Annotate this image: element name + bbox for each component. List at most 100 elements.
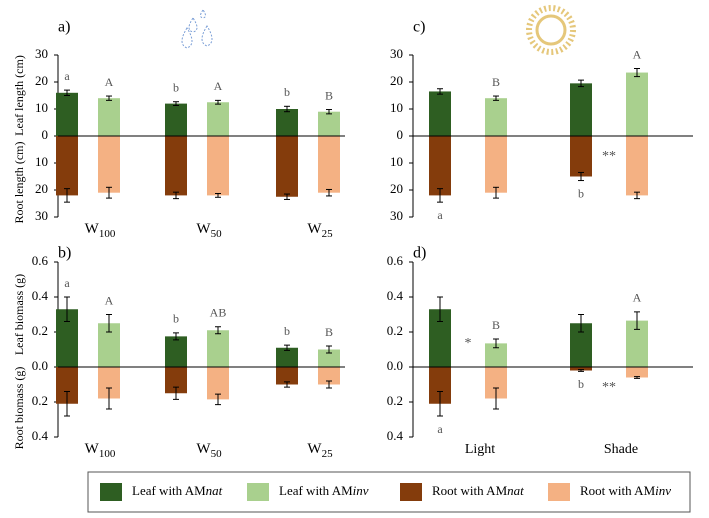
x-tick-label-sub: 25 [322, 448, 334, 460]
y-tick-label: 0 [397, 127, 404, 142]
x-tick-label-sub: 50 [211, 448, 223, 460]
panel-label: a) [58, 19, 70, 36]
y-tick-label: 10 [35, 100, 48, 115]
significance-letter: A [105, 75, 114, 89]
y-tick-label: 20 [390, 181, 403, 196]
significance-letter: B [325, 88, 333, 102]
bar [570, 136, 592, 177]
legend-swatch [100, 483, 122, 501]
significance-star: ** [602, 380, 616, 395]
x-tick-label-sub: 25 [322, 228, 334, 240]
bar [207, 367, 229, 400]
legend-label-text: Root with AM [432, 483, 508, 498]
bar [570, 83, 592, 136]
y-tick-label: 0.4 [387, 288, 404, 303]
y-tick-label: 20 [35, 73, 48, 88]
bar [165, 367, 187, 394]
legend-box [87, 471, 691, 513]
bar [207, 330, 229, 367]
significance-letter: b [173, 312, 179, 326]
bar [165, 136, 187, 196]
bar [485, 367, 507, 399]
x-tick-label-base: W [307, 441, 322, 457]
bar [56, 367, 78, 404]
bar [485, 343, 507, 367]
x-tick-label: Light [465, 442, 495, 457]
bar [485, 136, 507, 193]
y-axis-label: Root length (cm) [12, 142, 26, 224]
bar [207, 102, 229, 136]
significance-letter: A [214, 79, 223, 93]
x-tick-label: W25 [307, 441, 333, 459]
significance-letter: B [492, 318, 500, 332]
bar [276, 367, 298, 385]
legend-label-italic: nat [507, 483, 524, 498]
y-tick-label: 20 [35, 181, 48, 196]
significance-letter: a [64, 69, 70, 83]
significance-letter: A [633, 291, 642, 305]
y-tick-label: 30 [35, 208, 48, 223]
x-tick-label: W50 [196, 221, 222, 239]
legend-label: Leaf with AMnat [132, 483, 223, 498]
y-axis-label: Leaf biomass (g) [12, 274, 26, 355]
y-tick-label: 0.6 [387, 253, 404, 268]
bar [570, 367, 592, 371]
bar [485, 98, 507, 136]
significance-letter: b [284, 324, 290, 338]
significance-letter: a [64, 276, 70, 290]
significance-letter: A [105, 293, 114, 307]
legend-label-text: Leaf with AM [279, 483, 353, 498]
bar [318, 367, 340, 385]
legend-label-text: Leaf with AM [132, 483, 206, 498]
bar [626, 320, 648, 367]
legend-swatch [400, 483, 422, 501]
sun-icon [526, 5, 576, 55]
x-tick-label: W100 [85, 441, 116, 459]
significance-letter: AB [210, 306, 227, 320]
x-tick-label-sub: 50 [211, 228, 223, 240]
y-tick-label: 0.2 [387, 393, 403, 408]
legend-label-italic: inv [655, 483, 671, 498]
legend-label: Leaf with AMinv [279, 483, 369, 498]
bar [56, 136, 78, 196]
significance-letter: a [437, 208, 443, 222]
y-tick-label: 30 [390, 46, 403, 61]
y-tick-label: 10 [390, 154, 403, 169]
y-tick-label: 0.2 [32, 323, 48, 338]
legend-label-italic: nat [206, 483, 223, 498]
bar [207, 136, 229, 196]
bar [429, 309, 451, 367]
bar [429, 136, 451, 196]
legend-swatch [548, 483, 570, 501]
y-tick-label: 0.4 [32, 428, 49, 443]
legend-label-italic: inv [353, 483, 369, 498]
panel-label: b) [58, 245, 71, 262]
x-tick-label-base: W [196, 441, 211, 457]
y-axis-label: Root biomass (g) [12, 367, 26, 450]
bar [626, 136, 648, 196]
bar [165, 103, 187, 136]
bar [429, 367, 451, 404]
bar [318, 136, 340, 193]
x-tick-label: W50 [196, 441, 222, 459]
y-tick-label: 0.2 [387, 323, 403, 338]
y-tick-label: 30 [390, 208, 403, 223]
significance-letter: a [437, 422, 443, 436]
panel-label: c) [413, 19, 425, 36]
bar [56, 309, 78, 367]
bar [165, 336, 187, 367]
y-tick-label: 0.2 [32, 393, 48, 408]
y-axis-label: Leaf length (cm) [12, 55, 26, 136]
y-tick-label: 10 [35, 154, 48, 169]
significance-star: ** [602, 149, 616, 164]
y-tick-label: 10 [390, 100, 403, 115]
significance-star: * [465, 336, 472, 351]
y-tick-label: 0.4 [387, 428, 404, 443]
bar [626, 72, 648, 136]
bar [570, 323, 592, 367]
x-tick-label-base: W [85, 221, 100, 237]
bar [276, 347, 298, 367]
bar [56, 92, 78, 136]
y-tick-label: 0.0 [387, 358, 403, 373]
